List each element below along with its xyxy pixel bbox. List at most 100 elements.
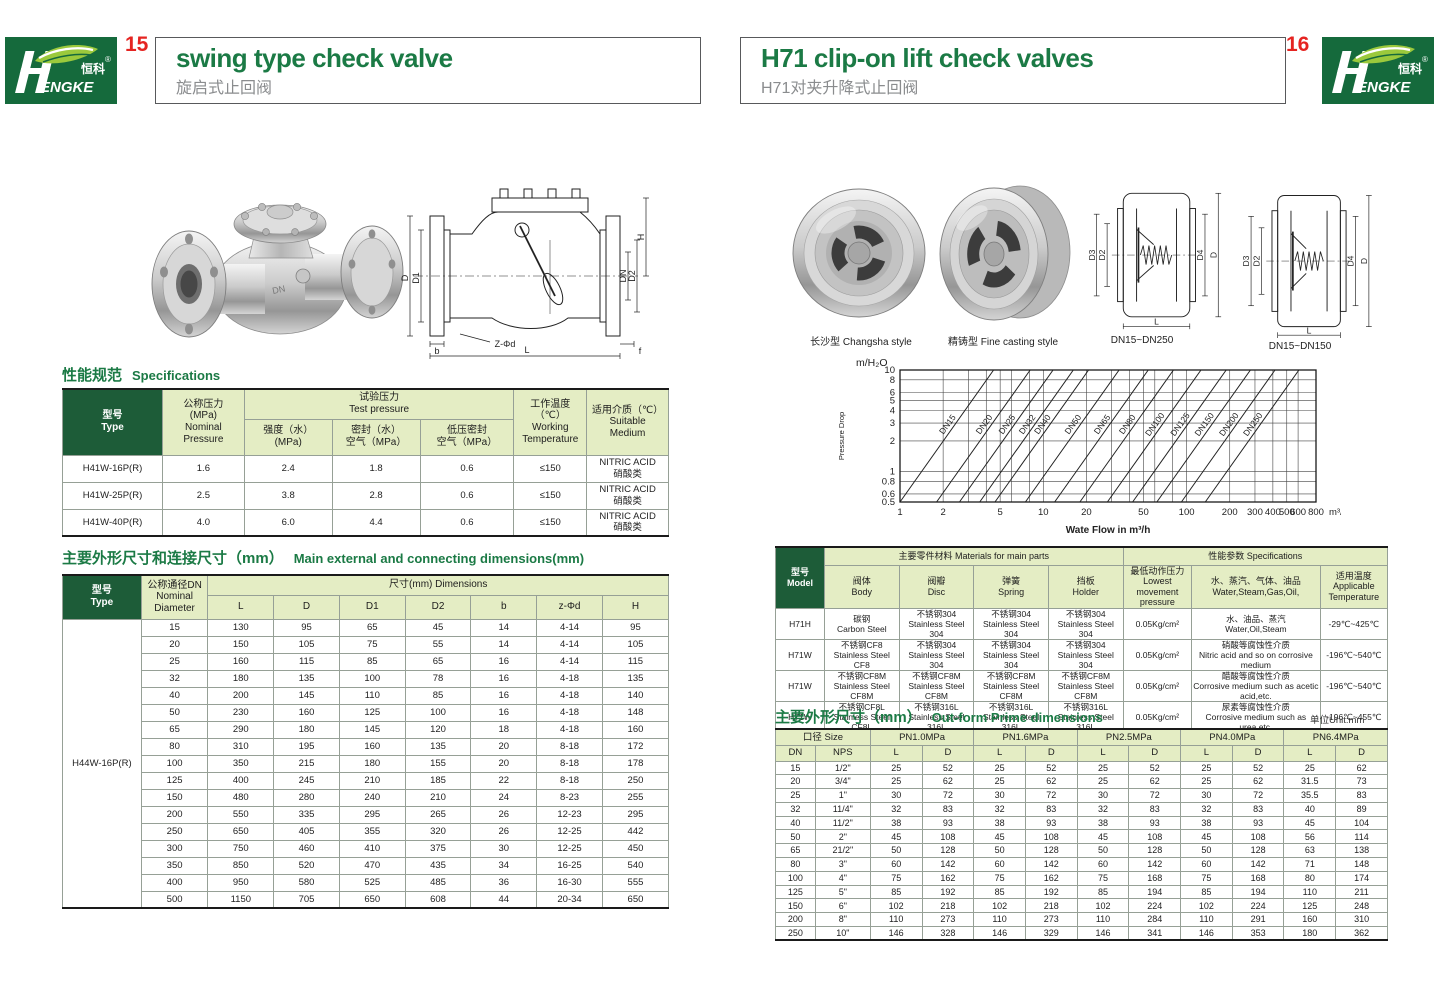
col-header: D1: [338, 594, 406, 620]
table-cell: 不锈钢304 Stainless Steel 304: [898, 638, 975, 672]
table-cell: 230: [207, 703, 275, 722]
table-cell: 45: [1180, 829, 1233, 845]
table-cell: 174: [1335, 870, 1388, 886]
table-cell: 不锈钢CF8 Stainless Steel CF8: [823, 638, 900, 672]
table-cell: 4.0: [161, 508, 245, 537]
table-cell: 不锈钢CF8M Stainless Steel CF8M: [823, 670, 900, 703]
table-cell: 160: [601, 720, 670, 739]
col-header: D: [273, 594, 340, 620]
table-cell: 110: [338, 686, 406, 705]
table-cell: 10": [814, 926, 871, 941]
table-cell: 36: [470, 873, 538, 892]
table-cell: 255: [601, 788, 670, 807]
table-cell: 110: [1180, 912, 1233, 928]
table-cell: 150: [140, 788, 209, 807]
page-number-left: 15: [125, 33, 149, 56]
table-cell: 45: [869, 829, 923, 845]
table-cell: 2.5: [161, 481, 245, 510]
table-cell: 180: [207, 669, 275, 688]
table-cell: 4-18: [536, 686, 603, 705]
table-cell: 25: [1283, 760, 1337, 776]
col-header: b: [470, 594, 538, 620]
table-cell: 168: [1128, 870, 1182, 886]
table-cell: 284: [1128, 912, 1182, 928]
table-row: 80 310 195 160 135 20 8-18 172: [63, 737, 670, 756]
drawing-caption: DN15~DN250: [1110, 335, 1174, 346]
table-cell: 62: [1024, 774, 1078, 790]
lift-check-drawing-dn150: D3 D2 D4 D L: [1241, 195, 1372, 338]
table-cell: H41W-25P(R): [62, 481, 163, 510]
table-cell: 210: [338, 771, 406, 790]
dim-label: L: [1307, 325, 1312, 335]
table-cell: 80: [775, 857, 816, 872]
table-cell: 20: [470, 754, 538, 773]
table-cell: 410: [338, 839, 406, 858]
table-row: 300 750 460 410 375 30 12-25 450: [63, 839, 670, 858]
table-row: 32 11/4" 32 83 32 83 32 83 32 83 40 89: [775, 801, 1388, 817]
table-cell: 102: [973, 898, 1026, 914]
table-cell: 62: [1128, 774, 1182, 790]
table-row: 65 290 180 145 120 18 4-18 160: [63, 720, 670, 739]
table-cell: 16-30: [536, 873, 603, 892]
table-cell: 93: [921, 815, 975, 831]
table-cell: 30: [1076, 788, 1130, 803]
table-cell: 168: [1231, 870, 1285, 886]
chart-line: [1180, 369, 1276, 503]
table-cell: 250: [601, 771, 670, 790]
table-cell: 608: [404, 890, 472, 909]
table-cell: 125: [338, 703, 406, 722]
table-cell: 25: [1076, 774, 1130, 790]
table-cell: 8-18: [536, 771, 603, 790]
chart-line: [899, 369, 995, 503]
table-cell: 75: [973, 870, 1026, 886]
table-cell: 192: [1024, 884, 1078, 900]
table-cell: 215: [273, 754, 340, 773]
table-cell: 93: [1231, 815, 1285, 831]
chart-text: 600: [1290, 507, 1306, 518]
swing-check-valve-drawing: D D1 DN D2 H b Z-Φd L f: [400, 188, 649, 359]
table-cell: 4-18: [536, 703, 603, 722]
table-cell: 850: [207, 856, 275, 875]
table-cell: 4-14: [536, 652, 603, 671]
logo-en-text: ENGKE: [40, 79, 94, 96]
col-header-pn10: PN1.0MPa: [869, 728, 975, 746]
chart-text: DN125: [1168, 410, 1192, 438]
table-cell: 80: [1283, 870, 1337, 886]
col-header-performance-group: 性能参数 Specifications: [1122, 546, 1389, 566]
table-row: 350 850 520 470 435 34 16-25 540: [63, 856, 670, 875]
table-cell: 52: [1024, 760, 1078, 776]
col-header-medium: 水、蒸汽、气体、油品 Water,Steam,Gas,Oil,: [1191, 564, 1321, 609]
chart-text: 10: [1038, 507, 1049, 518]
table-cell: 14: [470, 618, 538, 637]
table-cell: 1/2": [814, 760, 871, 776]
table-cell: -196℃~540℃: [1319, 638, 1389, 672]
table-row: 50 2" 45 108 45 108 45 108 45 108 56 114: [775, 829, 1388, 845]
table-cell: 142: [921, 857, 975, 872]
table-cell: -196℃~540℃: [1319, 670, 1389, 703]
table-cell: H71W: [775, 638, 825, 672]
table-cell: 250: [775, 926, 816, 941]
table-cell: 102: [869, 898, 923, 914]
section-title-specifications: 性能规范 Specifications: [62, 367, 221, 384]
table-cell: 310: [1335, 912, 1388, 928]
table-cell: 128: [1024, 843, 1078, 859]
table-cell: 240: [338, 788, 406, 807]
dim-label: DN: [618, 270, 628, 283]
col-header-type: 型号 Type: [62, 574, 142, 620]
table-cell: 52: [921, 760, 975, 776]
chart-line: [936, 369, 1031, 503]
photo-caption: 精铸型 Fine casting style: [947, 337, 1059, 348]
table-cell: 450: [601, 839, 670, 858]
dim-label: D: [1208, 252, 1218, 258]
dim-label: D3: [1087, 249, 1097, 260]
table-cell: 291: [1231, 912, 1285, 928]
table-cell: 45: [1283, 815, 1337, 831]
table-cell: 18: [470, 720, 538, 739]
table-cell: 224: [1231, 898, 1285, 914]
table-cell: 95: [601, 618, 670, 637]
table-cell: 16-25: [536, 856, 603, 875]
table-cell: 218: [921, 898, 975, 914]
chart-text: 20: [1081, 507, 1092, 518]
chart-text: 50: [1138, 507, 1149, 518]
chart-text: DN250: [1241, 410, 1265, 438]
